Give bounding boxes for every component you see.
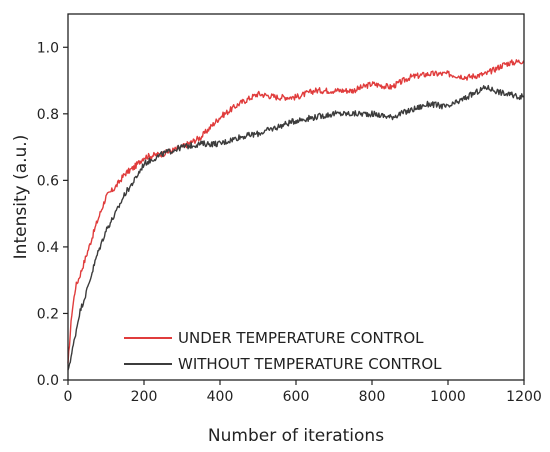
y-tick-label: 0.4 (37, 240, 59, 256)
plot-frame (67, 13, 525, 381)
series-line-without-temperature-control (67, 84, 525, 371)
y-tick-label: 0.6 (37, 173, 59, 189)
x-tick-label: 1000 (430, 389, 466, 405)
x-tick-label: 600 (283, 389, 310, 405)
y-axis-title: Intensity (a.u.) (11, 135, 31, 260)
y-tick-label: 0.8 (37, 107, 59, 123)
x-tick-label: 1200 (506, 389, 542, 405)
x-tick-label: 800 (359, 389, 386, 405)
legend: UNDER TEMPERATURE CONTROL WITHOUT TEMPER… (124, 329, 442, 373)
series-line-under-temperature-control (67, 59, 525, 364)
x-axis-title: Number of iterations (208, 426, 384, 446)
legend-label-under-temperature-control: UNDER TEMPERATURE CONTROL (178, 329, 424, 347)
x-tick-label: 200 (131, 389, 158, 405)
y-tick-label: 0.2 (37, 306, 59, 322)
legend-label-without-temperature-control: WITHOUT TEMPERATURE CONTROL (178, 355, 442, 373)
x-tick-label: 0 (64, 389, 73, 405)
y-tick-label: 1.0 (37, 40, 59, 56)
x-tick-label: 400 (207, 389, 234, 405)
series-layer (67, 59, 525, 371)
ticks-layer: 0 200 400 600 800 1000 1200 0.0 0.2 0.4 0.6 0.8 1.0 (37, 40, 542, 405)
y-tick-label: 0.0 (37, 373, 59, 389)
